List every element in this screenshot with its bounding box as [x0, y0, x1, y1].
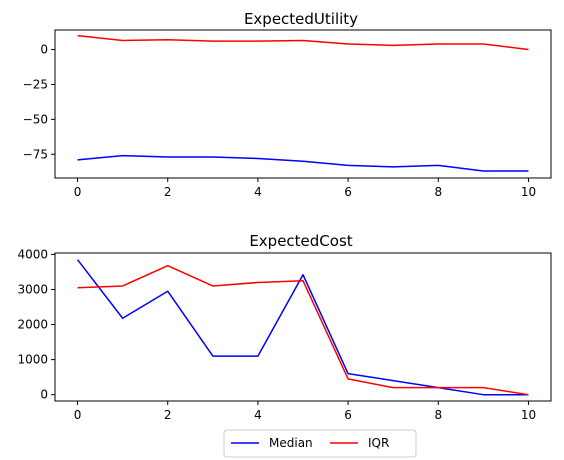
x-tick-label: 10 [521, 408, 536, 422]
plot-area [76, 259, 529, 396]
subplot-expected-utility: ExpectedUtility 0 2 4 6 8 10 0 −25 −50 −75 [23, 10, 552, 199]
legend: Median IQR [223, 429, 417, 458]
series-line-median [76, 259, 529, 396]
x-tick-label: 8 [434, 408, 442, 422]
x-tick-label: 4 [254, 408, 262, 422]
x-tick-label: 4 [254, 185, 262, 199]
x-tick-label: 2 [164, 408, 172, 422]
y-tick-label: −75 [23, 147, 48, 161]
legend-label-iqr: IQR [368, 436, 389, 450]
x-tick-label: 2 [164, 185, 172, 199]
axis-ticks: 0 2 4 6 8 10 0 −25 −50 −75 [23, 43, 536, 199]
y-tick-label: −25 [23, 77, 48, 91]
x-tick-label: 0 [74, 408, 82, 422]
y-tick-label: 1000 [17, 353, 48, 367]
legend-box [223, 429, 417, 458]
y-tick-label: 0 [40, 43, 48, 57]
subplot-title: ExpectedUtility [244, 10, 358, 28]
plot-area [77, 34, 529, 172]
x-tick-label: 6 [344, 408, 352, 422]
axis-ticks: 0 2 4 6 8 10 0 1000 2000 3000 4000 [17, 247, 536, 422]
axes-frame [54, 29, 552, 179]
x-tick-label: 10 [521, 185, 536, 199]
subplot-expected-cost: ExpectedCost 0 2 4 6 8 10 0 1000 2000 3000 4000 [17, 232, 552, 422]
series-line-iqr [77, 34, 529, 51]
x-tick-label: 6 [344, 185, 352, 199]
y-tick-label: −50 [23, 112, 48, 126]
x-tick-label: 0 [74, 185, 82, 199]
axes-frame [54, 252, 552, 402]
x-tick-label: 8 [434, 185, 442, 199]
y-tick-label: 0 [40, 388, 48, 402]
y-tick-label: 2000 [17, 318, 48, 332]
legend-label-median: Median [269, 436, 313, 450]
y-tick-label: 3000 [17, 282, 48, 296]
subplot-title: ExpectedCost [249, 232, 352, 250]
series-line-median [77, 154, 529, 172]
y-tick-label: 4000 [17, 247, 48, 261]
series-line-iqr [77, 264, 529, 396]
